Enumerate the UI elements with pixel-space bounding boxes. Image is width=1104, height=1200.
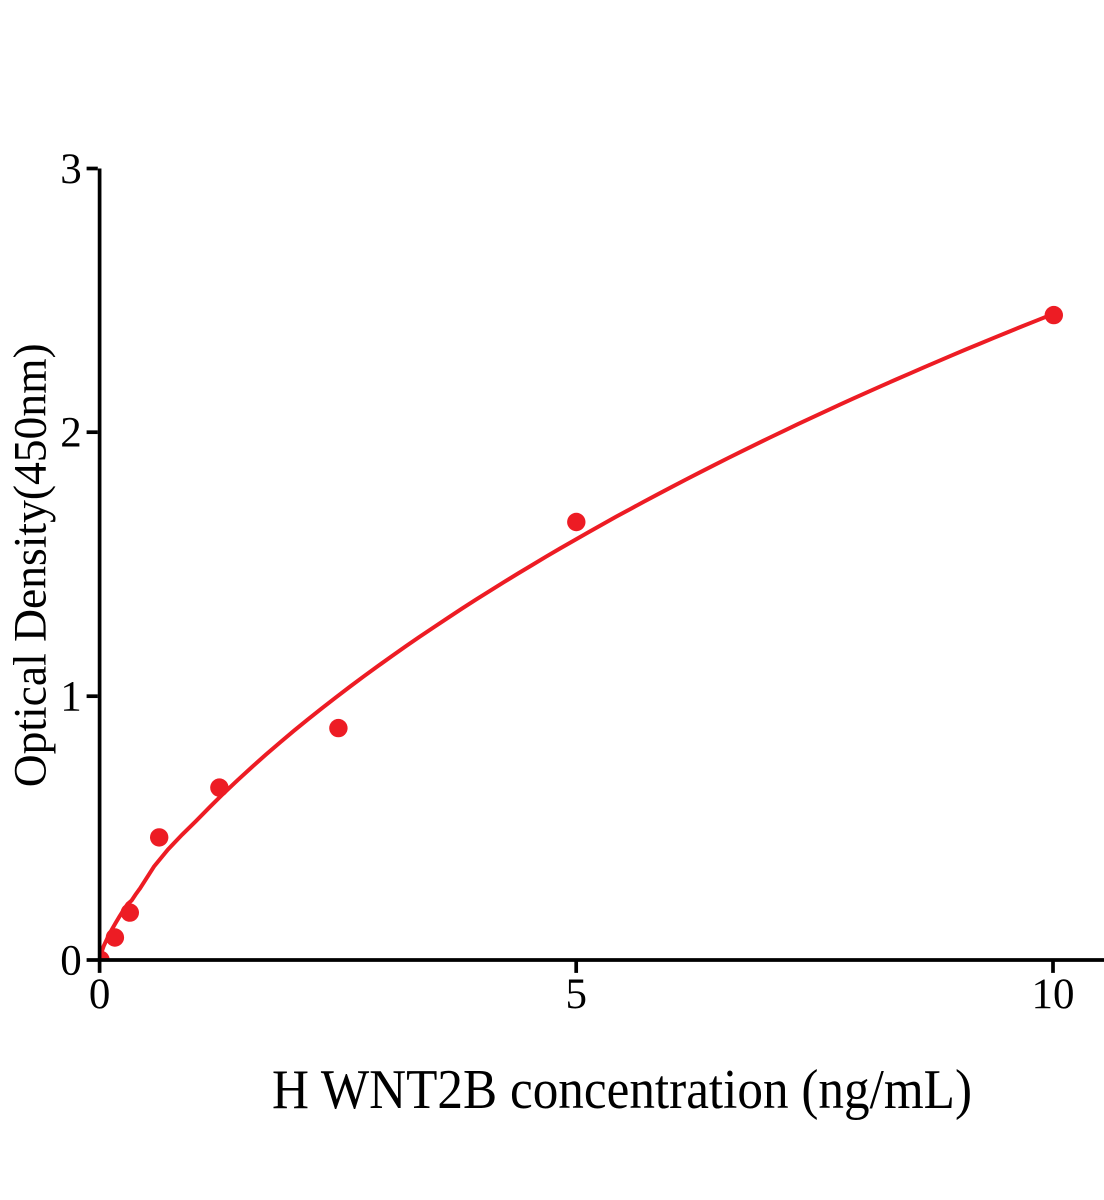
svg-text:2: 2: [60, 410, 82, 457]
svg-text:10: 10: [1032, 971, 1075, 1018]
svg-text:3: 3: [60, 146, 82, 193]
svg-text:H WNT2B concentration (ng/mL): H WNT2B concentration (ng/mL): [272, 1059, 972, 1121]
svg-text:5: 5: [565, 971, 587, 1018]
svg-text:0: 0: [89, 971, 111, 1018]
svg-text:1: 1: [60, 674, 82, 721]
svg-text:Optical Density(450nm): Optical Density(450nm): [4, 343, 56, 787]
svg-text:0: 0: [60, 937, 82, 984]
